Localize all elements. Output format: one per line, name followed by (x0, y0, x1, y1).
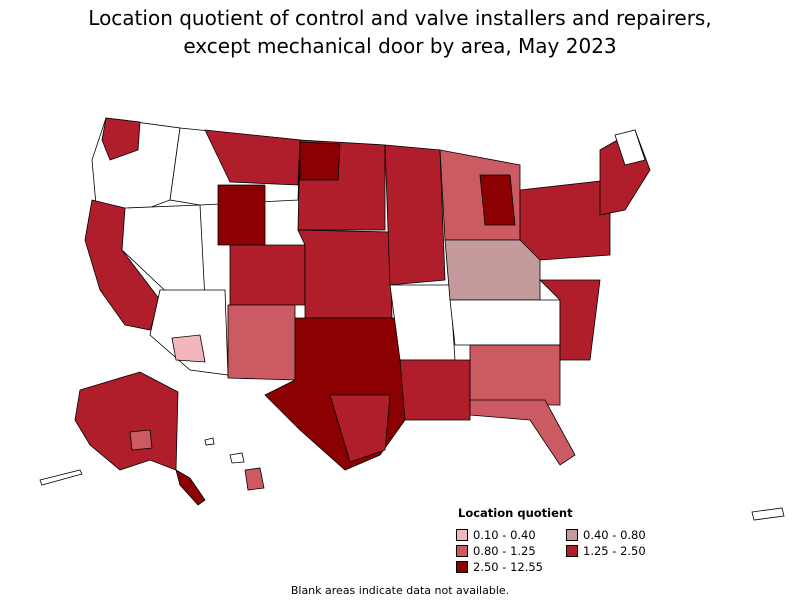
contiguous-us (84, 117, 651, 471)
region-washington-west (101, 117, 141, 161)
legend-label-very-low: 0.10 - 0.40 (473, 528, 536, 542)
region-missouri-arkansas (389, 284, 456, 361)
legend-title: Location quotient (458, 506, 573, 520)
alaska-aleutian-islands (39, 469, 83, 486)
region-puerto-rico (751, 507, 785, 521)
legend-label-mid: 0.80 - 1.25 (473, 544, 536, 558)
region-hawaii-oahu (204, 437, 215, 446)
region-new-mexico (227, 304, 296, 381)
region-michigan-lower (479, 174, 516, 226)
region-alaska-anchorage (129, 429, 153, 451)
region-montana-east (204, 129, 301, 186)
legend-item-low: 0.40 - 0.80 (566, 528, 676, 542)
hawaii (204, 437, 265, 491)
legend-item-very-high: 2.50 - 12.55 (456, 560, 566, 574)
legend-swatch-very-high (456, 561, 468, 573)
legend-item-very-low: 0.10 - 0.40 (456, 528, 566, 542)
legend-swatch-low (566, 529, 578, 541)
legend-item-mid: 0.80 - 1.25 (456, 544, 566, 558)
region-colorado (229, 244, 306, 306)
legend: Location quotient 0.10 - 0.40 0.40 - 0.8… (456, 506, 676, 574)
region-arizona-south (171, 334, 206, 363)
region-wyoming (217, 184, 266, 246)
region-illinois-indiana-ohio (444, 239, 541, 301)
puerto-rico (751, 507, 785, 521)
legend-swatch-high (566, 545, 578, 557)
region-pennsylvania-new-york (519, 179, 611, 261)
region-louisiana-mississippi (399, 359, 471, 421)
legend-label-high: 1.25 - 2.50 (583, 544, 646, 558)
region-minnesota-iowa (384, 144, 446, 286)
region-alaska-main (74, 371, 179, 471)
region-arizona (149, 289, 229, 376)
footnote: Blank areas indicate data not available. (290, 584, 510, 597)
legend-label-very-high: 2.50 - 12.55 (473, 560, 543, 574)
region-alaska-panhandle (175, 469, 206, 506)
region-alabama-georgia (469, 344, 561, 406)
map-title-line-1: Location quotient of control and valve i… (88, 6, 712, 30)
region-north-dakota-core (299, 141, 341, 181)
map-title-line-2: except mechanical door by area, May 2023 (183, 34, 617, 58)
region-hawaii-maui (229, 452, 245, 464)
legend-swatch-very-low (456, 529, 468, 541)
legend-label-low: 0.40 - 0.80 (583, 528, 646, 542)
region-carolinas-virginia (539, 279, 601, 361)
alaska (39, 371, 206, 506)
region-florida (469, 399, 576, 466)
legend-item-high: 1.25 - 2.50 (566, 544, 676, 558)
region-hawaii-big-island (244, 467, 265, 491)
legend-swatch-mid (456, 545, 468, 557)
region-nebraska-kansas (297, 229, 393, 319)
map-title: Location quotient of control and valve i… (0, 4, 800, 60)
region-maine-north (614, 129, 646, 166)
region-texas-gulf (329, 394, 391, 463)
region-kentucky-tennessee (449, 299, 561, 346)
legend-items: 0.10 - 0.40 0.40 - 0.80 0.80 - 1.25 1.25… (456, 528, 676, 574)
